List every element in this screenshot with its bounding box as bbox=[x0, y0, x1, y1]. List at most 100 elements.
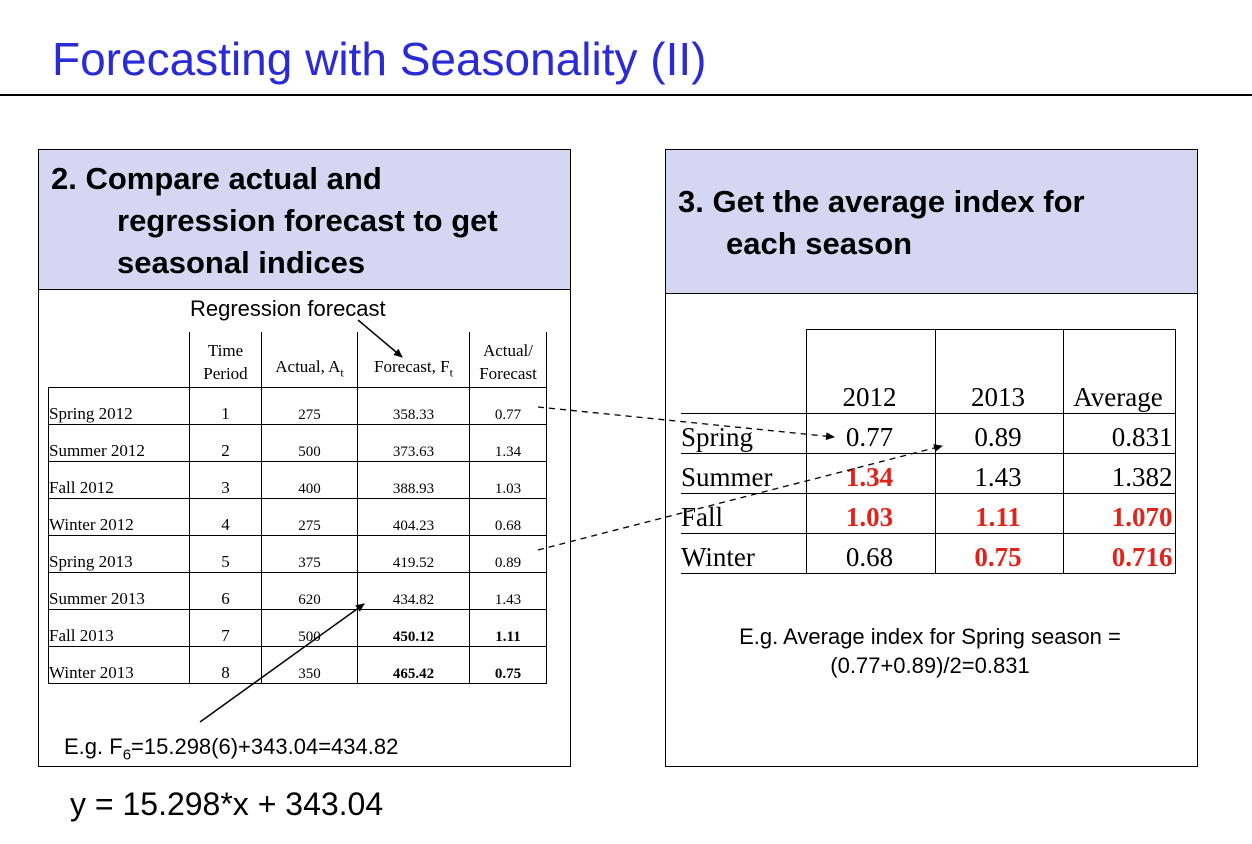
right-heading-line2: each season bbox=[726, 226, 913, 261]
actual-cell: 275 bbox=[261, 497, 358, 536]
header-forecast: Forecast, Ft bbox=[357, 332, 470, 387]
left-heading-line3: seasonal indices bbox=[117, 245, 366, 280]
season-cell: Spring 2013 bbox=[48, 534, 190, 573]
ratio-cell: 1.03 bbox=[469, 460, 547, 499]
forecast-cell: 388.93 bbox=[357, 460, 470, 499]
ratio-cell: 1.34 bbox=[469, 423, 547, 462]
ratio-cell: 1.43 bbox=[469, 571, 547, 610]
table-row: Winter 2013 8 350 465.42 0.75 bbox=[48, 645, 547, 684]
avg-average-cell: 1.382 bbox=[1062, 453, 1176, 494]
table-row: Winter 2012 4 275 404.23 0.68 bbox=[48, 497, 547, 536]
period-cell: 8 bbox=[189, 645, 262, 684]
period-cell: 1 bbox=[189, 386, 262, 425]
header-actual-sub: t bbox=[340, 365, 344, 380]
season-cell: Summer 2013 bbox=[48, 571, 190, 610]
actual-cell: 275 bbox=[261, 386, 358, 425]
avg-season-cell: Fall bbox=[681, 493, 807, 534]
actual-cell: 400 bbox=[261, 460, 358, 499]
avg-2012-cell: 0.68 bbox=[805, 533, 936, 574]
header-forecast-text: Forecast, F bbox=[374, 357, 450, 377]
table-row: Summer 2012 2 500 373.63 1.34 bbox=[48, 423, 547, 462]
table-body: Spring 2012 1 275 358.33 0.77 Summer 2012 2 500… bbox=[48, 386, 547, 684]
slide-title: Forecasting with Seasonality (II) bbox=[52, 33, 707, 85]
left-panel-header: 2. Compare actual and regression forecas… bbox=[39, 150, 570, 290]
forecast-cell: 358.33 bbox=[357, 386, 470, 425]
avg-table-row: Winter 0.68 0.75 0.716 bbox=[681, 533, 1176, 574]
right-panel-heading: 3. Get the average index for each season bbox=[678, 181, 1085, 265]
avg-header-season bbox=[681, 329, 807, 414]
avg-2012-cell: 1.34 bbox=[805, 453, 936, 494]
avg-header-2012: 2012 bbox=[805, 329, 936, 414]
average-example-line1: E.g. Average index for Spring season = bbox=[739, 624, 1121, 649]
forecast-cell: 465.42 bbox=[357, 645, 470, 684]
average-example-line2: (0.77+0.89)/2=0.831 bbox=[830, 653, 1030, 678]
table-row: Fall 2013 7 500 450.12 1.11 bbox=[48, 608, 547, 647]
avg-table-body: Spring 0.77 0.89 0.831 Summer 1.34 1.43 1.382 Fa… bbox=[681, 413, 1176, 574]
avg-table-row: Spring 0.77 0.89 0.831 bbox=[681, 413, 1176, 454]
table-row: Summer 2013 6 620 434.82 1.43 bbox=[48, 571, 547, 610]
avg-2013-cell: 1.11 bbox=[934, 493, 1064, 534]
actual-cell: 620 bbox=[261, 571, 358, 610]
avg-table-row: Fall 1.03 1.11 1.070 bbox=[681, 493, 1176, 534]
left-heading-line2: regression forecast to get bbox=[117, 203, 498, 238]
right-heading-line1: 3. Get the average index for bbox=[678, 184, 1085, 219]
actual-cell: 350 bbox=[261, 645, 358, 684]
forecast-cell: 434.82 bbox=[357, 571, 470, 610]
period-cell: 3 bbox=[189, 460, 262, 499]
ratio-cell: 1.11 bbox=[469, 608, 547, 647]
period-cell: 2 bbox=[189, 423, 262, 462]
table-row: Spring 2012 1 275 358.33 0.77 bbox=[48, 386, 547, 425]
header-period: Time Period bbox=[189, 332, 262, 387]
forecast-example-sub: 6 bbox=[122, 746, 132, 764]
left-panel-heading: 2. Compare actual and regression forecas… bbox=[51, 158, 498, 284]
title-divider bbox=[0, 94, 1252, 96]
ratio-cell: 0.68 bbox=[469, 497, 547, 536]
ratio-cell: 0.77 bbox=[469, 386, 547, 425]
regression-forecast-label: Regression forecast bbox=[190, 296, 386, 321]
actual-cell: 500 bbox=[261, 423, 358, 462]
avg-table-row: Summer 1.34 1.43 1.382 bbox=[681, 453, 1176, 494]
right-panel-header: 3. Get the average index for each season bbox=[666, 150, 1197, 294]
actual-cell: 500 bbox=[261, 608, 358, 647]
avg-2013-cell: 1.43 bbox=[934, 453, 1064, 494]
avg-header-2013: 2013 bbox=[934, 329, 1064, 414]
avg-2012-cell: 1.03 bbox=[805, 493, 936, 534]
forecast-example: E.g. F6=15.298(6)+343.04=434.82 bbox=[64, 734, 398, 763]
season-cell: Fall 2013 bbox=[48, 608, 190, 647]
avg-season-cell: Spring bbox=[681, 413, 807, 454]
period-cell: 6 bbox=[189, 571, 262, 610]
forecast-cell: 419.52 bbox=[357, 534, 470, 573]
header-ratio-line1: Actual/ bbox=[482, 340, 534, 360]
header-ratio: Actual/ Forecast bbox=[469, 332, 547, 387]
avg-2012-cell: 0.77 bbox=[805, 413, 936, 454]
avg-season-cell: Winter bbox=[681, 533, 807, 574]
actual-cell: 375 bbox=[261, 534, 358, 573]
left-heading-line1: 2. Compare actual and bbox=[51, 161, 382, 196]
regression-equation: y = 15.298*x + 343.04 bbox=[70, 786, 384, 822]
avg-season-cell: Summer bbox=[681, 453, 807, 494]
season-cell: Spring 2012 bbox=[48, 386, 190, 425]
season-cell: Winter 2012 bbox=[48, 497, 190, 536]
avg-2013-cell: 0.89 bbox=[934, 413, 1064, 454]
avg-2013-cell: 0.75 bbox=[934, 533, 1064, 574]
forecast-cell: 450.12 bbox=[357, 608, 470, 647]
season-cell: Winter 2013 bbox=[48, 645, 190, 684]
season-cell: Fall 2012 bbox=[48, 460, 190, 499]
avg-header-row: 2012 2013 Average bbox=[681, 329, 1176, 414]
average-example: E.g. Average index for Spring season = (… bbox=[700, 622, 1160, 680]
avg-average-cell: 1.070 bbox=[1062, 493, 1176, 534]
table-header-row: Time Period Actual, At Forecast, Ft Actu… bbox=[48, 332, 547, 387]
header-ratio-line2: Forecast bbox=[479, 363, 537, 383]
period-cell: 7 bbox=[189, 608, 262, 647]
period-cell: 4 bbox=[189, 497, 262, 536]
header-actual-text: Actual, A bbox=[275, 357, 341, 377]
forecast-example-prefix: E.g. F bbox=[64, 734, 123, 759]
forecast-cell: 404.23 bbox=[357, 497, 470, 536]
avg-average-cell: 0.831 bbox=[1062, 413, 1176, 454]
table-row: Fall 2012 3 400 388.93 1.03 bbox=[48, 460, 547, 499]
table-row: Spring 2013 5 375 419.52 0.89 bbox=[48, 534, 547, 573]
avg-header-average: Average bbox=[1062, 329, 1176, 414]
average-index-table: 2012 2013 Average Spring 0.77 0.89 0.831 Sum… bbox=[681, 329, 1176, 574]
header-season bbox=[48, 332, 190, 387]
period-cell: 5 bbox=[189, 534, 262, 573]
